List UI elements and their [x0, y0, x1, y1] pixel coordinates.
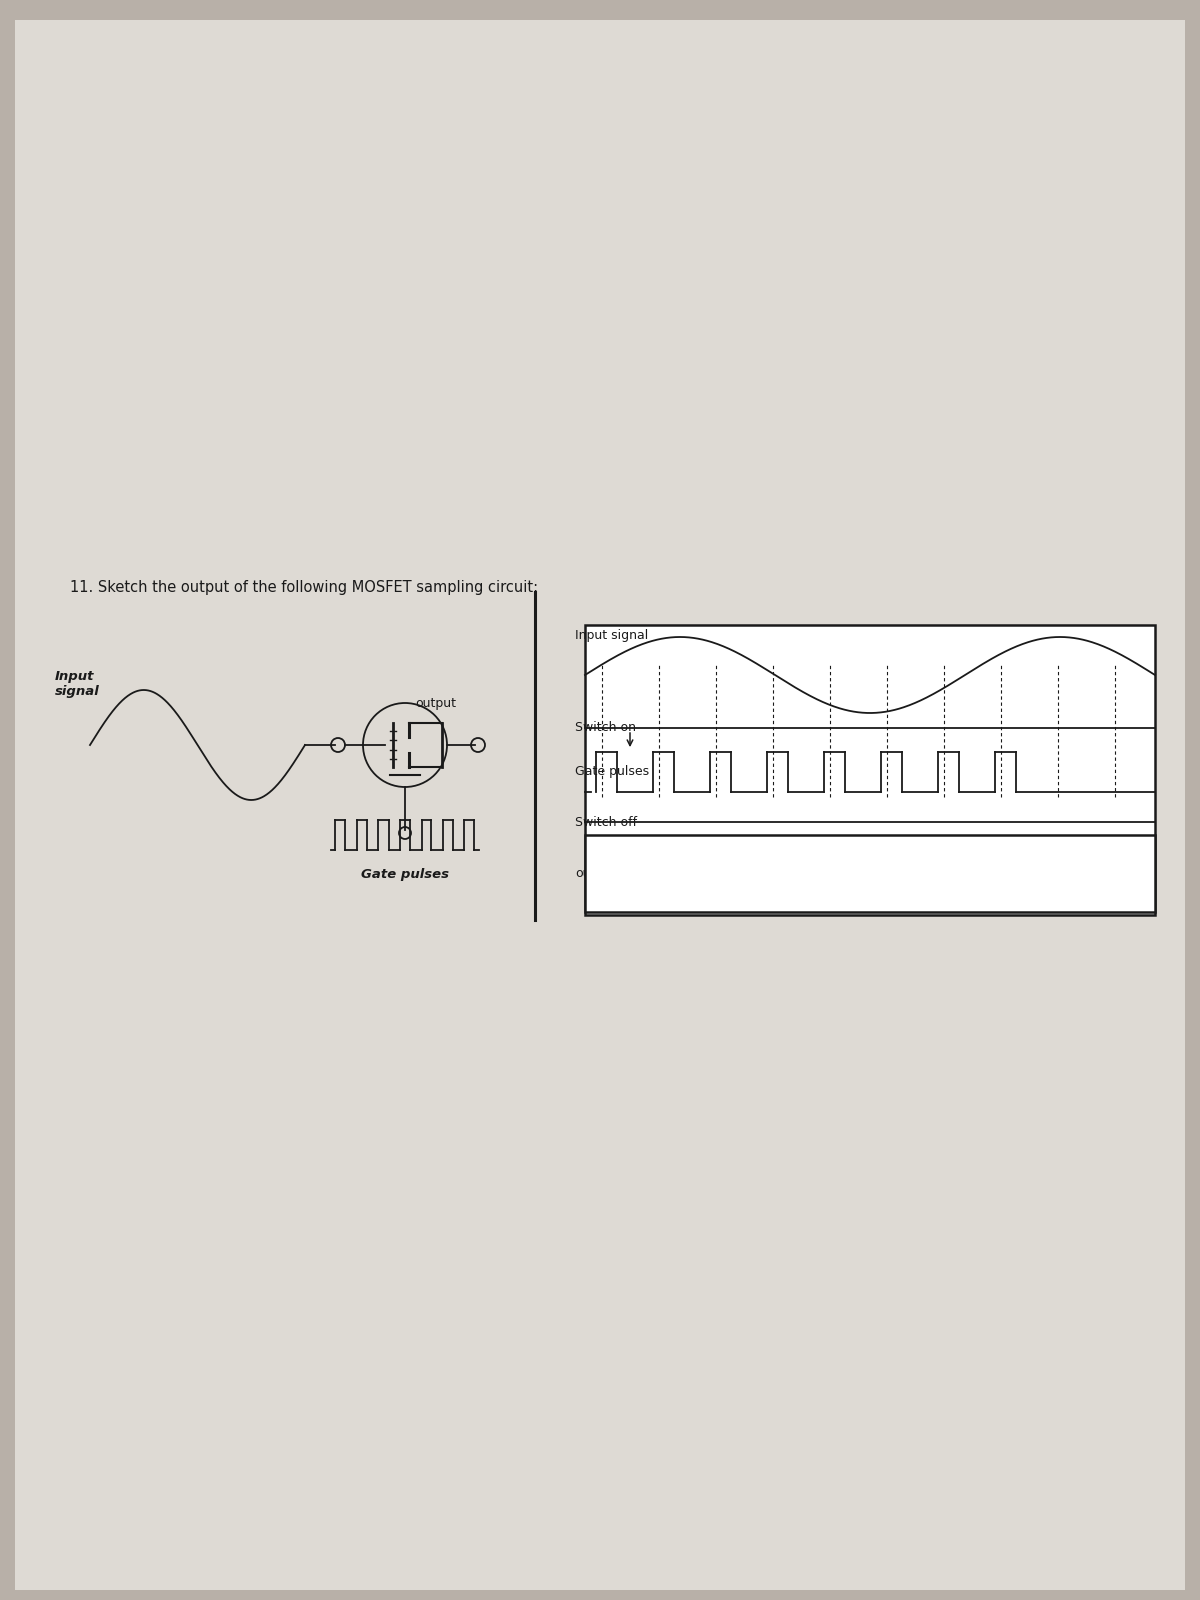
Text: Gate pulses: Gate pulses	[575, 765, 649, 779]
Text: Switch on: Switch on	[575, 722, 636, 734]
FancyBboxPatch shape	[14, 19, 1186, 1590]
Text: output: output	[575, 867, 616, 880]
Text: 11. Sketch the output of the following MOSFET sampling circuit:: 11. Sketch the output of the following M…	[70, 579, 538, 595]
Text: Switch off: Switch off	[575, 816, 637, 829]
Text: Input
signal: Input signal	[55, 670, 100, 698]
Text: Input signal: Input signal	[575, 629, 648, 642]
FancyBboxPatch shape	[586, 835, 1154, 912]
FancyBboxPatch shape	[586, 626, 1154, 915]
Text: Gate pulses: Gate pulses	[361, 867, 449, 882]
Text: output: output	[415, 698, 456, 710]
